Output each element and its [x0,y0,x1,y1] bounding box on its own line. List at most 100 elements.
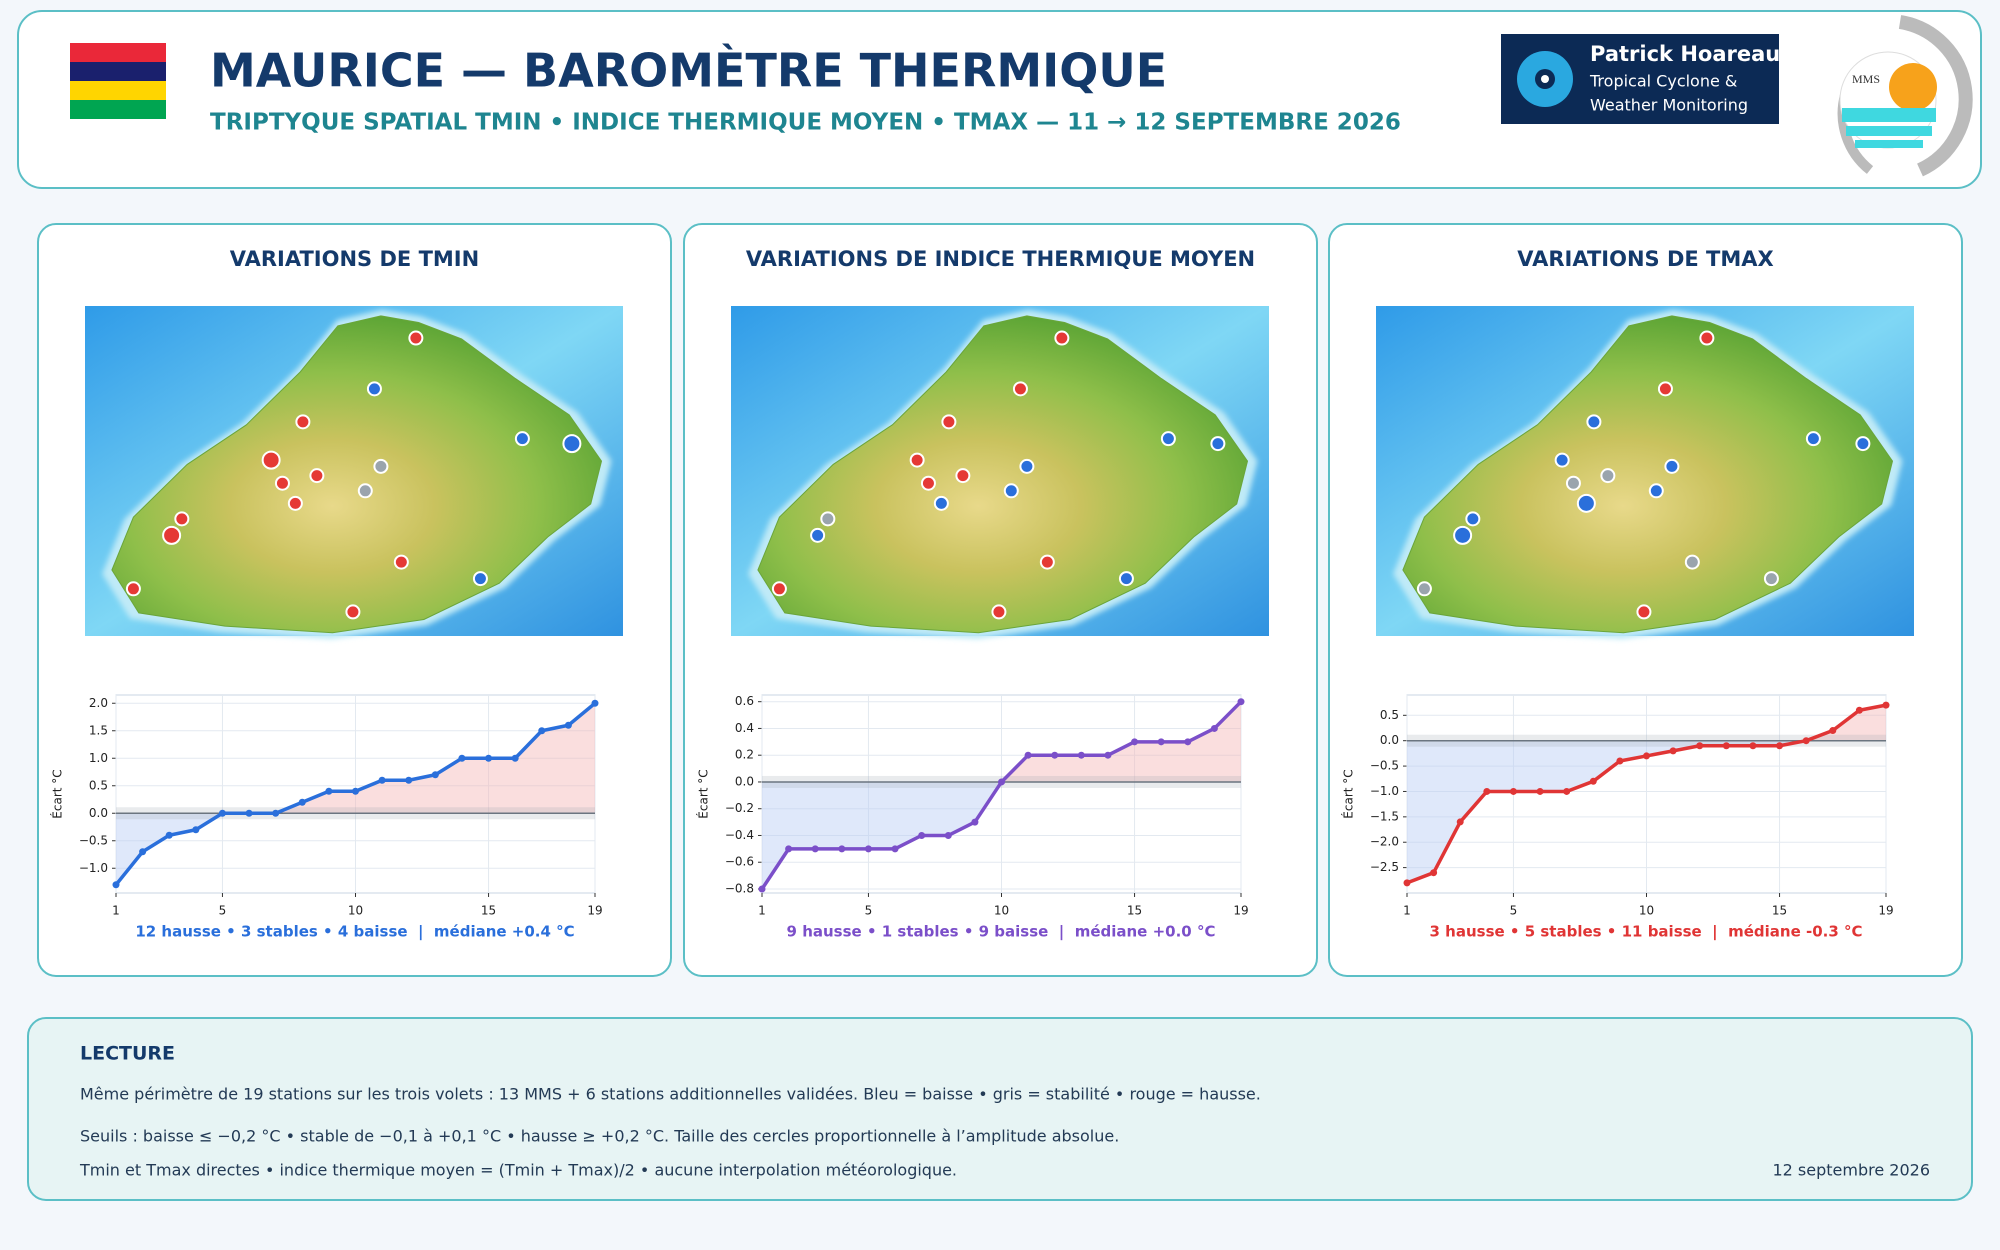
station [408,330,424,346]
panel-title: VARIATIONS DE INDICE THERMIQUE MOYEN [746,247,1255,271]
data-point [1456,818,1464,826]
chart-summary: 9 hausse • 1 stables • 9 baisse | médian… [787,923,1216,942]
line-chart: −2.5−2.0−1.5−1.0−0.50.00.51 5 10 15 19Écart … [1341,694,1894,942]
station [1600,468,1616,484]
x-tick-label: 19 [1233,904,1248,918]
station [1636,604,1652,620]
x-tick-label: 1 [112,904,120,918]
station [1657,381,1673,397]
area-negative [116,813,595,885]
y-tick-label: −2.5 [1370,860,1399,874]
data-point [1210,724,1218,732]
data-point [1430,869,1438,877]
station [1453,525,1473,545]
station [1855,436,1871,452]
island [757,315,1249,634]
station [1586,414,1602,430]
data-point [405,776,413,784]
station [1118,571,1134,587]
y-tick-label: 1.0 [89,751,108,765]
data-point [511,754,519,762]
data-point [918,831,926,839]
x-tick-label: 19 [587,904,602,918]
x-tick-label: 1 [758,904,766,918]
station [1160,431,1176,447]
y-tick-label: −0.6 [725,855,754,869]
station [1805,431,1821,447]
mms-text: MMS [1852,72,1880,86]
station [1019,458,1035,474]
y-tick-label: 0.0 [1380,733,1399,747]
station [274,475,290,491]
data-point [1563,787,1571,795]
y-tick-label: −0.5 [1370,759,1399,773]
station [1554,452,1570,468]
data-point [1104,751,1112,759]
station [1210,436,1226,452]
y-tick-label: 1.5 [89,723,108,737]
station [991,604,1007,620]
y-axis-label: Écart °C [50,769,65,818]
data-point [1882,701,1890,709]
y-tick-label: −2.0 [1370,835,1399,849]
station [1416,581,1432,597]
station [810,527,826,543]
station [287,495,303,511]
station [562,434,582,454]
data-point [1509,787,1517,795]
x-tick-label: 10 [1639,904,1654,918]
data-point [112,881,120,889]
y-tick-label: −1.5 [1370,809,1399,823]
chart-summary: 12 hausse • 3 stables • 4 baisse | média… [135,923,574,942]
station [1012,381,1028,397]
lecture-line: Seuils : baisse ≤ −0,2 °C • stable de −0… [80,1127,1119,1146]
brand-logo: Patrick Hoareau Tropical Cyclone & Weath… [1501,34,1780,124]
x-tick-label: 10 [348,904,363,918]
y-tick-label: 0.4 [735,721,754,735]
data-point [785,845,793,853]
data-point [485,754,493,762]
data-point [431,771,439,779]
data-point [1131,738,1139,746]
data-point [298,798,306,806]
x-tick-label: 15 [1772,904,1787,918]
station [1699,330,1715,346]
page-subtitle: TRIPTYQUE SPATIAL TMIN • INDICE THERMIQU… [210,110,1401,136]
y-tick-label: 2.0 [89,696,108,710]
station [1003,483,1019,499]
station [909,452,925,468]
map [1376,306,1914,640]
station [1648,483,1664,499]
data-point [139,848,147,856]
data-point [998,778,1005,786]
brand-line: Tropical Cyclone & [1589,72,1737,91]
station [1465,511,1481,527]
y-tick-label: −1.0 [79,861,108,875]
y-tick-label: 0.6 [735,694,754,708]
data-point [1403,879,1411,887]
data-point [1776,742,1784,750]
island [1402,315,1894,634]
x-tick-label: 15 [481,904,496,918]
data-point [272,809,280,817]
lecture-line: Même périmètre de 19 stations sur les tr… [80,1085,1261,1104]
area-negative [1407,740,1807,883]
data-point [944,831,952,839]
station [162,525,182,545]
station [1664,458,1680,474]
station [1054,330,1070,346]
x-tick-label: 5 [219,904,227,918]
data-point [1749,742,1757,750]
y-tick-label: 0.5 [89,778,108,792]
station [1684,554,1700,570]
map [731,306,1269,640]
station [295,414,311,430]
station [933,495,949,511]
data-point [1722,742,1730,750]
panel-title: VARIATIONS DE TMIN [230,247,479,271]
data-point [1829,727,1837,735]
panel-title: VARIATIONS DE TMAX [1517,247,1773,271]
